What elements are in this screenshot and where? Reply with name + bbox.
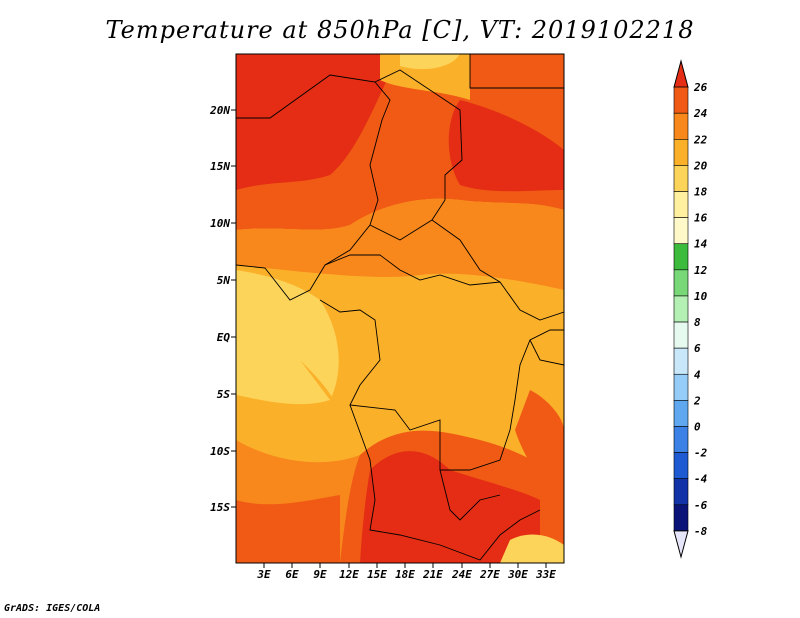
grads-credit: GrADS: IGES/COLA [4,603,101,614]
colorbar-swatch [673,139,689,166]
colorbar-swatch [673,165,689,192]
colorbar-label: 12 [694,264,708,277]
colorbar-label: -6 [694,499,708,512]
lon-ticks [263,563,547,568]
country-borders [236,54,564,561]
colorbar-label: 10 [694,290,708,303]
longitude-labels: 3E 6E 9E 12E 15E 18E 21E 24E 27E 30E 33E [256,568,556,581]
colorbar-label: 2 [693,394,701,407]
colorbar-swatch [673,269,689,297]
lon-label: 33E [535,568,556,581]
lat-label: 5N [217,274,231,287]
lat-label: 20N [209,104,230,117]
lon-label: 21E [422,568,443,581]
lat-label: EQ [217,331,231,344]
colorbar-swatch [673,373,689,401]
lon-label: 6E [285,568,299,581]
colorbar-swatch [673,295,689,323]
colorbar-label: 14 [694,238,708,251]
lon-label: 3E [256,568,271,581]
lon-label: 12E [339,568,359,581]
latitude-labels: 20N 15N 10N 5N EQ 5S 10S 15S [209,104,230,514]
colorbar-label: -8 [694,525,708,538]
lat-label: 10S [210,445,230,458]
colorbar-label: 22 [693,133,708,146]
map-title: Temperature at 850hPa [C], VT: 201910221… [105,16,695,44]
lat-label: 15N [210,160,230,173]
colorbar-label: 8 [694,316,701,329]
lon-label: 15E [367,568,387,581]
colorbar-swatch [673,86,689,114]
colorbar-swatch [673,400,689,427]
colorbar-label: 26 [693,81,708,94]
lon-label: 18E [395,568,415,581]
colorbar-swatch [673,347,689,375]
colorbar-label: 0 [694,420,701,433]
colorbar-swatch [673,426,689,453]
colorbar-label: 4 [694,368,701,381]
colorbar-swatch [673,321,689,349]
colorbar-label: 16 [694,212,708,225]
colorbar-top-triangle [673,59,689,88]
colorbar-swatch [673,452,689,479]
colorbar-swatch [673,191,689,218]
colorbar-swatch [673,504,689,532]
colorbar-label: 6 [694,342,701,355]
temperature-field [236,54,564,563]
lon-label: 27E [479,568,500,581]
colorbar-label: -2 [694,447,708,460]
lat-label: 15S [210,501,230,514]
colorbar-swatch [673,217,689,245]
lat-label: 5S [217,388,231,401]
lon-label: 9E [313,568,327,581]
map-frame [235,53,565,564]
lon-label: 24E [451,568,472,581]
colorbar-swatch [673,478,689,506]
colorbar-label: 24 [693,107,708,120]
lat-ticks [231,109,236,508]
colorbar-swatch [673,243,689,271]
colorbar-label: -4 [694,473,708,486]
colorbar-swatch [673,112,689,140]
colorbar-label: 20 [693,159,708,172]
lon-label: 30E [507,568,528,581]
colorbar-label: 18 [694,186,708,199]
lat-label: 10N [210,217,230,230]
colorbar-bottom-triangle [673,530,689,559]
